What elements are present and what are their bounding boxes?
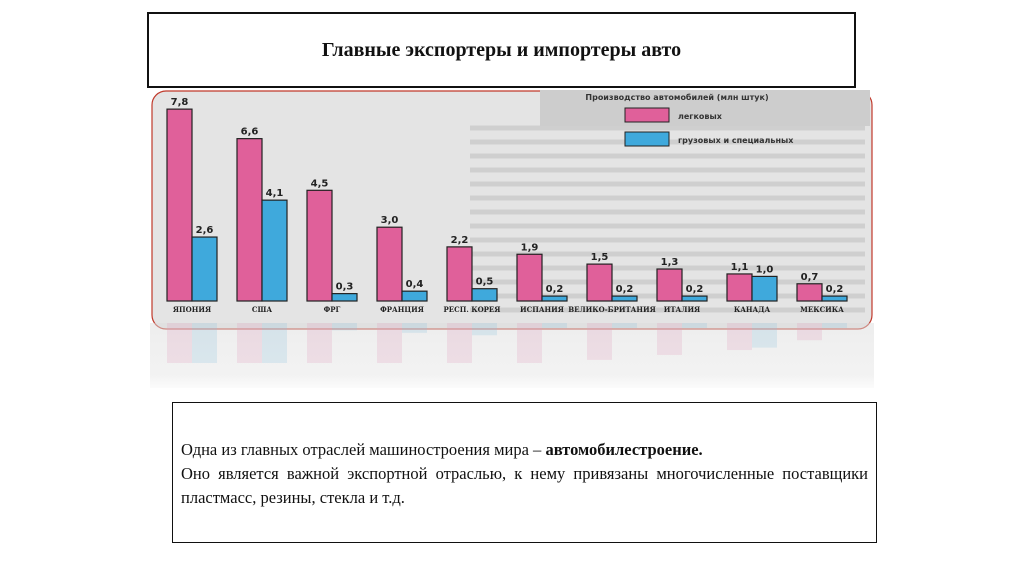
bar: [306, 189, 333, 302]
bar: [191, 236, 218, 302]
category-label: ФРГ: [324, 305, 341, 314]
legend-label: легковых: [678, 112, 723, 121]
bar-value-label: 2,2: [451, 235, 469, 246]
bar: [751, 275, 778, 302]
bar: [471, 288, 498, 302]
bar: [261, 199, 288, 302]
description-rest: Оно является важной экспортной отраслью,…: [181, 464, 868, 507]
bar-value-label: 0,2: [826, 284, 844, 295]
bar-value-label: 4,5: [311, 178, 329, 189]
bar-value-label: 1,9: [521, 242, 539, 253]
bar: [821, 295, 848, 302]
bar: [331, 293, 358, 302]
bar-value-label: 0,2: [616, 284, 634, 295]
bar-value-label: 0,3: [336, 282, 354, 293]
bar-value-label: 3,0: [381, 215, 399, 226]
legend-swatch: [624, 107, 670, 123]
bar-value-label: 1,1: [731, 262, 749, 273]
bar: [236, 138, 263, 302]
bar-value-label: 0,2: [546, 284, 564, 295]
legend-swatch: [624, 131, 670, 147]
bar-value-label: 0,5: [476, 277, 494, 288]
bar: [166, 108, 193, 302]
chart-svg: Производство автомобилей (млн штук) легко…: [150, 90, 874, 393]
bar: [586, 263, 613, 302]
bar-value-label: 0,7: [801, 272, 819, 283]
slide-title: Главные экспортеры и импортеры авто: [321, 38, 682, 61]
category-label: ИСПАНИЯ: [520, 305, 564, 314]
legend-bg: [540, 90, 870, 126]
category-label: ВЕЛИКО-БРИТАНИЯ: [568, 305, 656, 314]
description-box: Одна из главных отраслей машиностроения …: [172, 402, 877, 543]
category-label: ФРАНЦИЯ: [380, 305, 424, 314]
bar: [681, 295, 708, 302]
description-line1: Одна из главных отраслей машиностроения …: [181, 440, 546, 459]
bar-value-label: 1,3: [661, 257, 679, 268]
category-label: МЕКСИКА: [800, 305, 844, 314]
bar-value-label: 7,8: [171, 97, 189, 108]
category-label: ИТАЛИЯ: [664, 305, 701, 314]
bar-value-label: 1,0: [756, 264, 774, 275]
bar: [446, 246, 473, 302]
legend-title: Производство автомобилей (млн штук): [585, 92, 768, 102]
bar: [401, 290, 428, 302]
reflection-fade: [150, 323, 874, 393]
bar: [656, 268, 683, 302]
category-label: РЕСП. КОРЕЯ: [444, 305, 501, 314]
bar: [516, 253, 543, 302]
slide-title-box: Главные экспортеры и импортеры авто: [147, 12, 856, 88]
legend-label: грузовых и специальных: [678, 136, 794, 145]
description-text: Одна из главных отраслей машиностроения …: [181, 438, 868, 510]
description-highlight: автомобилестроение.: [545, 440, 703, 459]
bar: [376, 226, 403, 302]
bar-value-label: 2,6: [196, 225, 214, 236]
category-label: США: [252, 305, 272, 314]
bar-value-label: 6,6: [241, 127, 259, 138]
bar-value-label: 0,4: [406, 279, 424, 290]
category-label: КАНАДА: [734, 305, 771, 314]
bar-value-label: 1,5: [591, 252, 609, 263]
category-label: ЯПОНИЯ: [173, 305, 211, 314]
bar: [541, 295, 568, 302]
bar-value-label: 0,2: [686, 284, 704, 295]
bar: [726, 273, 753, 302]
bar-value-label: 4,1: [266, 188, 284, 199]
bar: [611, 295, 638, 302]
bar: [796, 283, 823, 302]
bar-chart: Производство автомобилей (млн штук) легко…: [150, 88, 874, 393]
